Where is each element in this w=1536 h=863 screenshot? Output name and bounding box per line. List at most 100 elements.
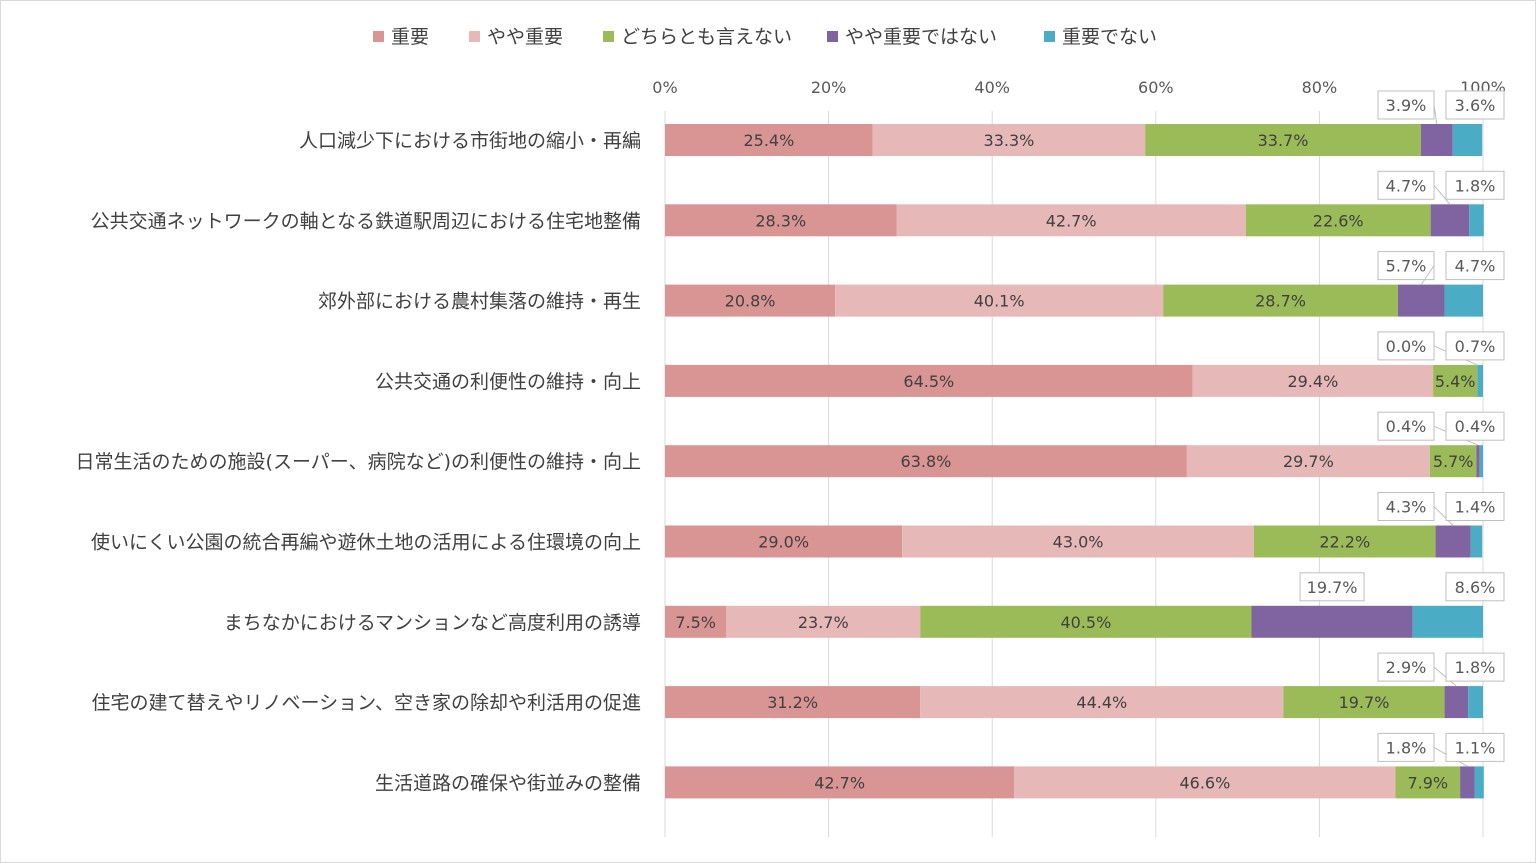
data-label: 0.0% [1386, 337, 1427, 356]
data-label: 0.4% [1386, 417, 1427, 436]
bar-segment [1163, 284, 1398, 317]
data-label-box [1299, 572, 1365, 602]
legend-label: 重要 [391, 26, 429, 48]
data-label-box [1445, 652, 1505, 682]
data-label: 0.4% [1455, 417, 1496, 436]
bar-segment [1429, 445, 1477, 478]
data-label: 63.8% [901, 452, 952, 471]
data-label: 1.8% [1455, 176, 1496, 195]
category-label: 人口減少下における市街地の縮小・再編 [299, 130, 641, 152]
data-label: 3.6% [1455, 96, 1496, 115]
data-label-box [1445, 90, 1505, 120]
bar-segment [665, 284, 836, 317]
data-label: 44.4% [1076, 693, 1127, 712]
data-label: 46.6% [1179, 773, 1230, 792]
category-label: 郊外部における農村集落の維持・再生 [318, 291, 641, 313]
data-label: 40.1% [974, 292, 1025, 311]
bar-segment [920, 686, 1284, 719]
bar-segment [1460, 766, 1475, 799]
data-label-box [1445, 492, 1505, 521]
data-label: 1.8% [1386, 738, 1427, 757]
x-tick-label: 0% [652, 78, 677, 97]
bar-segment [1420, 124, 1453, 156]
bar-segment [1397, 284, 1445, 317]
data-label: 43.0% [1053, 533, 1104, 552]
bar-segment [872, 124, 1146, 156]
bar-segment [665, 686, 921, 719]
x-tick-label: 60% [1138, 78, 1174, 97]
data-label: 33.7% [1258, 131, 1309, 150]
data-label-box [1445, 331, 1505, 361]
category-label: 使いにくい公園の統合再編や遊休土地の活用による住環境の向上 [91, 532, 641, 554]
bar-segment [902, 525, 1254, 558]
category-label: 公共交通の利便性の維持・向上 [375, 371, 641, 393]
data-label: 5.7% [1386, 257, 1427, 276]
bar-segment [920, 605, 1252, 638]
bar-segment [1251, 605, 1413, 638]
category-label: 生活道路の確保や街並みの整備 [375, 772, 641, 794]
data-label: 2.9% [1386, 658, 1427, 677]
data-label: 31.2% [767, 693, 818, 712]
leader-line [1433, 506, 1454, 526]
category-label: 住宅の建て替えやリノベーション、空き家の除却や利活用の促進 [92, 692, 641, 714]
data-label: 33.3% [984, 131, 1035, 150]
legend-swatch [469, 31, 480, 42]
data-label: 22.6% [1313, 211, 1364, 230]
leader-line [1433, 104, 1438, 125]
leader-line [1433, 666, 1457, 687]
leader-line [1420, 265, 1435, 285]
data-label-box [1445, 411, 1505, 441]
data-label-box [1445, 572, 1505, 602]
legend-swatch [827, 31, 838, 42]
bar-segment [1192, 364, 1434, 397]
legend-swatch [373, 31, 384, 42]
bar-segment [1435, 525, 1471, 558]
bar-segment [1283, 686, 1445, 719]
bar-segment [1477, 364, 1483, 397]
bar-segment [1452, 124, 1483, 156]
data-label: 29.0% [758, 533, 809, 552]
data-label: 20.8% [725, 292, 776, 311]
bar-segment [896, 204, 1246, 237]
data-label-box [1377, 331, 1435, 361]
data-label: 23.7% [798, 613, 849, 632]
data-label: 1.8% [1455, 658, 1496, 677]
bar-segment [665, 605, 727, 638]
bar-segment [1444, 284, 1483, 317]
bar-segment [1444, 686, 1469, 719]
x-tick-label: 80% [1302, 78, 1338, 97]
data-label: 40.5% [1060, 613, 1111, 632]
bar-segment [726, 605, 921, 638]
data-label: 19.7% [1339, 693, 1390, 712]
data-label-box [1445, 170, 1505, 200]
leader-line [1433, 184, 1451, 205]
data-label: 7.9% [1407, 773, 1448, 792]
bar-segment [1469, 204, 1484, 237]
legend-swatch [603, 31, 614, 42]
legend-swatch [1044, 31, 1055, 42]
data-label: 7.5% [675, 613, 716, 632]
bar-segment [1395, 766, 1461, 799]
legend-label: 重要でない [1062, 26, 1157, 48]
bar-segment [665, 124, 873, 156]
data-label-box [1377, 652, 1435, 682]
data-label: 29.4% [1287, 372, 1338, 391]
data-label: 1.4% [1455, 498, 1496, 517]
data-label: 4.7% [1455, 257, 1496, 276]
bar-segment [835, 284, 1164, 317]
bar-segment [1412, 605, 1483, 638]
data-label-box [1445, 732, 1505, 762]
data-label: 22.2% [1319, 533, 1370, 552]
data-label: 4.3% [1386, 498, 1427, 517]
bar-segment [665, 204, 897, 237]
data-label: 64.5% [903, 372, 954, 391]
bar-segment [665, 445, 1187, 478]
bar-segment [1476, 445, 1480, 478]
data-label: 28.7% [1255, 292, 1306, 311]
data-label: 28.3% [755, 211, 806, 230]
bar-segment [1245, 204, 1431, 237]
x-tick-label: 20% [811, 78, 847, 97]
data-label: 42.7% [814, 773, 865, 792]
